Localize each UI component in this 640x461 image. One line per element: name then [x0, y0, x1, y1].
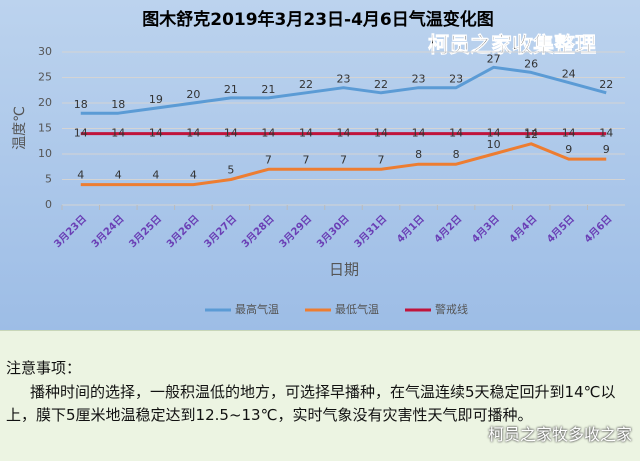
data-label: 18	[111, 98, 125, 111]
data-label: 27	[487, 52, 501, 65]
legend-label: 最低气温	[335, 302, 379, 316]
chart-background	[0, 0, 640, 330]
data-label: 7	[378, 153, 385, 166]
data-label: 5	[227, 164, 234, 177]
y-tick-label: 15	[38, 122, 52, 135]
data-label: 14	[524, 127, 538, 140]
data-label: 14	[111, 127, 125, 140]
data-label: 14	[261, 127, 275, 140]
data-label: 14	[374, 127, 388, 140]
data-label: 7	[302, 153, 309, 166]
data-label: 22	[299, 78, 313, 91]
chart-title: 图木舒克2019年3月23日-4月6日气温变化图	[142, 9, 494, 30]
data-label: 4	[152, 169, 159, 182]
data-label: 20	[186, 88, 200, 101]
y-tick-label: 5	[45, 173, 52, 186]
data-label: 7	[265, 153, 272, 166]
data-label: 14	[449, 127, 463, 140]
chart: 图木舒克2019年3月23日-4月6日气温变化图 柯员之家收集整理 温度℃ 日期…	[0, 0, 640, 330]
data-label: 8	[415, 148, 422, 161]
data-label: 19	[149, 93, 163, 106]
legend-label: 警戒线	[435, 302, 468, 316]
data-label: 7	[340, 153, 347, 166]
notes-panel: 注意事项： 播种时间的选择，一般积温低的地方，可选择早播种，在气温连续5天稳定回…	[0, 330, 640, 461]
data-label: 4	[190, 169, 197, 182]
legend-label: 最高气温	[235, 302, 279, 316]
data-label: 14	[562, 127, 576, 140]
data-label: 9	[603, 143, 610, 156]
data-label: 22	[374, 78, 388, 91]
notes-text: 播种时间的选择，一般积温低的地方，可选择早播种，在气温连续5天稳定回升到14℃以…	[6, 383, 616, 424]
data-label: 23	[449, 73, 463, 86]
y-tick-label: 30	[38, 45, 52, 58]
data-label: 10	[487, 138, 501, 151]
data-label: 14	[412, 127, 426, 140]
data-label: 21	[261, 83, 275, 96]
series-line	[80, 65, 607, 115]
data-label: 14	[299, 127, 313, 140]
data-label: 22	[599, 78, 613, 91]
data-label: 4	[115, 169, 122, 182]
watermark: 柯员之家收集整理	[428, 33, 596, 57]
y-tick-label: 25	[38, 71, 52, 84]
data-label: 14	[599, 127, 613, 140]
data-label: 8	[453, 148, 460, 161]
data-label: 4	[77, 169, 84, 182]
data-label: 9	[565, 143, 572, 156]
data-label: 18	[74, 98, 88, 111]
y-axis-label: 温度℃	[12, 106, 28, 150]
watermark: 柯员之家牧多收之家	[487, 425, 632, 444]
data-label: 14	[74, 127, 88, 140]
data-label: 23	[412, 73, 426, 86]
notes-heading: 注意事项：	[6, 359, 82, 377]
data-label: 23	[337, 73, 351, 86]
series-line	[80, 142, 607, 187]
data-label: 14	[149, 127, 163, 140]
y-tick-label: 0	[45, 198, 52, 211]
data-label: 24	[562, 68, 576, 81]
data-label: 14	[224, 127, 238, 140]
x-axis-label: 日期	[329, 261, 359, 279]
data-label: 14	[186, 127, 200, 140]
y-tick-label: 20	[38, 96, 52, 109]
data-label: 21	[224, 83, 238, 96]
data-label: 14	[337, 127, 351, 140]
data-label: 14	[487, 127, 501, 140]
data-label: 26	[524, 57, 538, 70]
y-tick-label: 10	[38, 147, 52, 160]
